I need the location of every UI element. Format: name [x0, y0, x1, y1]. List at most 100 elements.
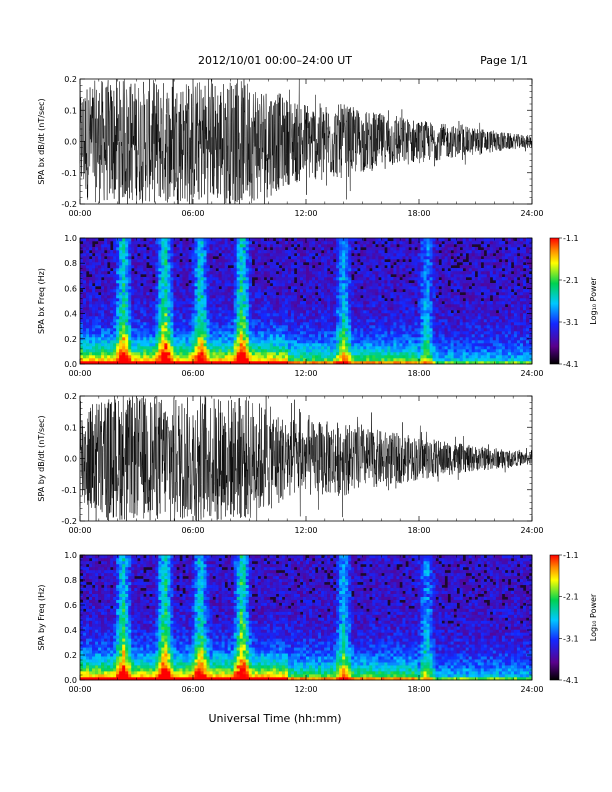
spectrogram-cell [429, 301, 433, 305]
spectrogram-cell [327, 274, 331, 278]
spectrogram-cell [293, 322, 298, 326]
spectrogram-cell [369, 238, 373, 242]
spectrogram-cell [420, 361, 424, 365]
spectrogram-cell [119, 307, 123, 311]
spectrogram-cell [152, 247, 156, 251]
spectrogram-cell [399, 346, 403, 350]
spectrogram-cell [302, 274, 307, 278]
spectrogram-cell [203, 304, 207, 308]
spectrogram-cell [86, 292, 90, 296]
spectrogram-cell [206, 295, 210, 299]
spectrogram-cell [110, 286, 114, 290]
spectrogram-cell [89, 295, 93, 299]
spectrogram-cell [284, 319, 289, 323]
spectrogram-cell [275, 295, 280, 299]
spectrogram-cell [269, 358, 274, 362]
spectrogram-cell [324, 259, 328, 263]
spectrogram-cell [384, 280, 388, 284]
spectrogram-cell [336, 349, 340, 353]
spectrogram-cell [366, 259, 370, 263]
spectrogram-cell [266, 349, 271, 353]
spectrogram-cell [312, 343, 316, 347]
spectrogram-cell [92, 340, 96, 344]
spectrogram-cell [242, 307, 247, 311]
spectrogram-cell [309, 307, 313, 311]
spectrogram-cell [306, 322, 310, 326]
spectrogram-cell [438, 283, 442, 287]
spectrogram-cell [116, 328, 120, 332]
spectrogram-cell [146, 289, 150, 293]
spectrogram-cell [125, 280, 129, 284]
spectrogram-cell [149, 277, 153, 281]
spectrogram-cell [284, 334, 289, 338]
spectrogram-cell [101, 355, 105, 359]
spectrogram-cell [80, 238, 84, 242]
spectrogram-cell [293, 304, 298, 308]
spectrogram-cell [191, 286, 195, 290]
x-tick-label: 00:00 [68, 209, 91, 218]
spectrogram-cell [203, 334, 207, 338]
spectrogram-cell [360, 349, 364, 353]
spectrogram-cell [248, 262, 253, 266]
spectrogram-cell [164, 355, 168, 359]
spectrogram-cell [363, 256, 367, 260]
spectrogram-cell [372, 271, 376, 275]
spectrogram-cell [354, 355, 358, 359]
spectrogram-cell [137, 310, 141, 314]
spectrogram-cell [330, 265, 334, 269]
spectrogram-cell [185, 241, 189, 245]
spectrogram-cell [284, 253, 289, 257]
spectrogram-cell [128, 322, 132, 326]
spectrogram-cell [281, 295, 286, 299]
spectrogram-cell [140, 328, 144, 332]
spectrogram-cell [351, 283, 355, 287]
spectrogram-cell [80, 286, 84, 290]
spectrogram-cell [429, 262, 433, 266]
spectrogram-cell [363, 262, 367, 266]
spectrogram-cell [381, 322, 385, 326]
spectrogram-cell [209, 253, 213, 257]
spectrogram-cell [306, 244, 310, 248]
spectrogram-cell [336, 334, 340, 338]
spectrogram-cell [414, 295, 418, 299]
spectrogram-cell [441, 331, 445, 335]
spectrogram-cell [339, 319, 343, 323]
spectrogram-cell [167, 286, 171, 290]
spectrogram-cell [309, 316, 313, 320]
spectrogram-cell [227, 307, 231, 311]
spectrogram-cell [215, 340, 219, 344]
spectrogram-cell [116, 304, 120, 308]
spectrogram-cell [134, 295, 138, 299]
spectrogram-cell [438, 346, 442, 350]
spectrogram-cell [345, 322, 349, 326]
spectrogram-cell [134, 298, 138, 302]
spectrogram-cell [393, 238, 397, 242]
spectrogram-cell [149, 286, 153, 290]
spectrogram-cell [230, 277, 234, 281]
spectrogram-cell [257, 301, 262, 305]
spectrogram-cell [98, 244, 102, 248]
spectrogram-cell [330, 325, 334, 329]
spectrogram-cell [140, 343, 144, 347]
spectrogram-cell [281, 238, 286, 242]
spectrogram-cell [339, 253, 343, 257]
spectrogram-cell [239, 349, 244, 353]
spectrogram-cell [170, 277, 174, 281]
spectrogram-cell [429, 295, 433, 299]
spectrogram-cell [221, 361, 225, 365]
spectrogram-cell [336, 277, 340, 281]
spectrogram-cell [95, 355, 99, 359]
spectrogram-cell [345, 334, 349, 338]
spectrogram-cell [185, 298, 189, 302]
spectrogram-cell [299, 301, 304, 305]
spectrogram-cell [215, 322, 219, 326]
spectrogram-cell [339, 361, 343, 365]
spectrogram-cell [254, 304, 259, 308]
spectrogram-cell [236, 289, 240, 293]
spectrogram-cell [438, 316, 442, 320]
spectrogram-cell [206, 310, 210, 314]
spectrogram-cell [387, 262, 391, 266]
spectrogram-cell [188, 262, 192, 266]
spectrogram-cell [315, 298, 319, 302]
spectrogram-cell [429, 277, 433, 281]
